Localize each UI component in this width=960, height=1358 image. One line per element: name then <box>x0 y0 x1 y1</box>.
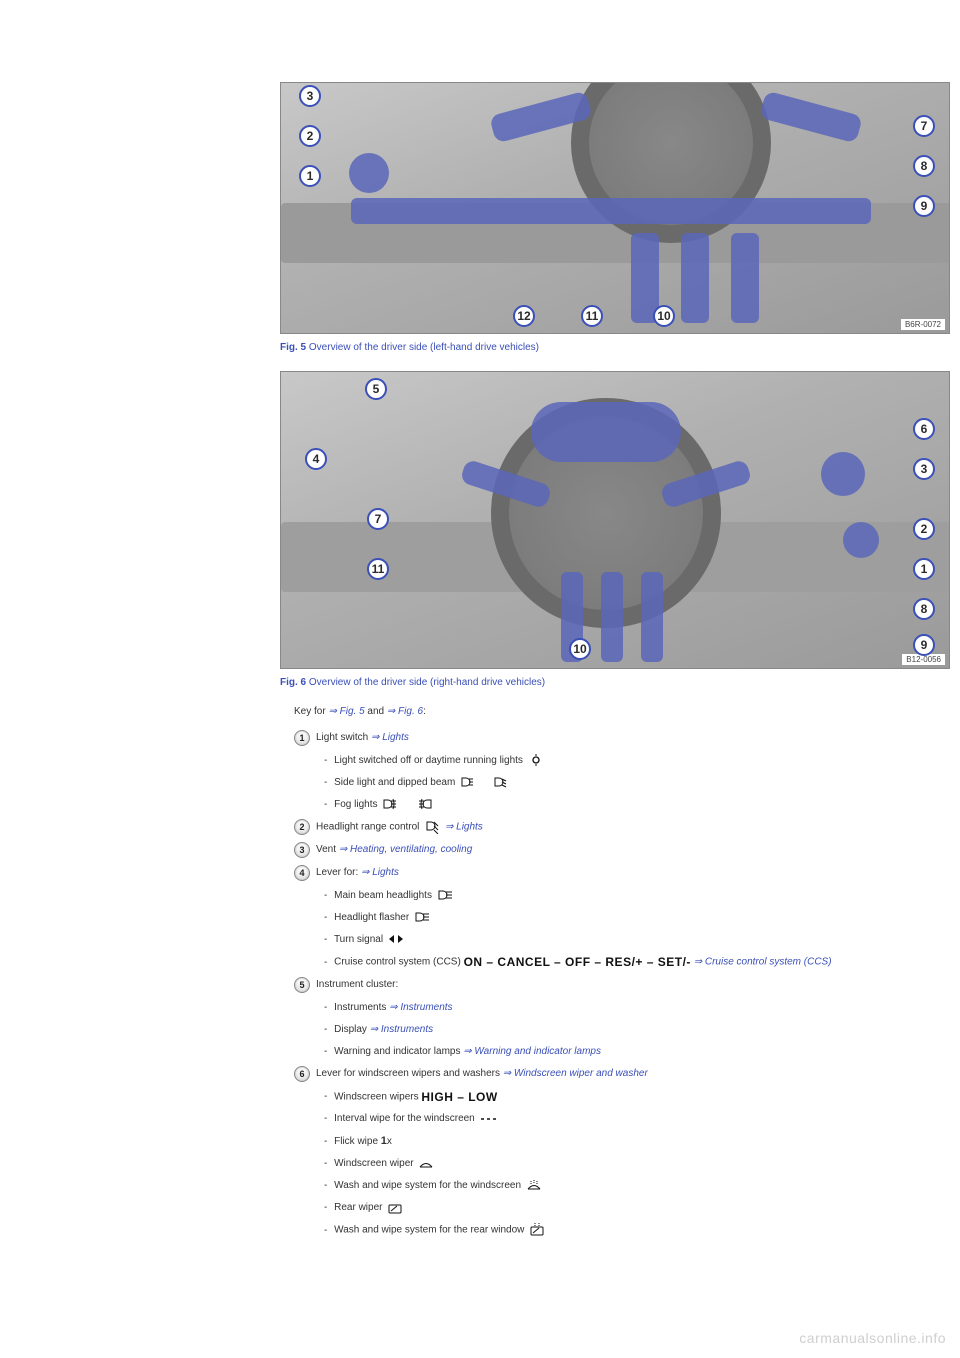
key-intro: Key for ⇒ Fig. 5 and ⇒ Fig. 6: <box>294 706 950 717</box>
sub-item: - Wash and wipe system for the rear wind… <box>324 1223 950 1238</box>
figure-6: B12-0056 5471163218910 <box>280 371 950 669</box>
item-number: 4 <box>294 865 310 881</box>
callout-3: 3 <box>299 85 321 107</box>
figure-6-label: Fig. 6 <box>280 677 306 688</box>
watermark: carmanualsonline.info <box>799 1330 946 1346</box>
sub-item: - Light switched off or daytime running … <box>324 754 950 768</box>
link[interactable]: ⇒ Instruments <box>389 1002 452 1013</box>
sub-item: - Flick wipe 1x <box>324 1134 950 1149</box>
callout-4: 4 <box>305 448 327 470</box>
sub-item: - Instruments ⇒ Instruments <box>324 1001 950 1015</box>
item-number: 6 <box>294 1066 310 1082</box>
figure-5-caption: Fig. 5 Overview of the driver side (left… <box>280 342 950 353</box>
figure-6-image: B12-0056 5471163218910 <box>280 371 950 669</box>
callout-5: 5 <box>365 378 387 400</box>
link[interactable]: ⇒ Heating, ventilating, cooling <box>339 844 472 855</box>
callout-10: 10 <box>653 305 675 327</box>
figure-5-label: Fig. 5 <box>280 342 306 353</box>
sub-item: - Windscreen wipers HIGH – LOW <box>324 1090 950 1105</box>
callout-8: 8 <box>913 598 935 620</box>
item-number: 3 <box>294 842 310 858</box>
callout-7: 7 <box>367 508 389 530</box>
key-item-5: 5Instrument cluster: <box>294 978 950 993</box>
callout-10: 10 <box>569 638 591 660</box>
callout-12: 12 <box>513 305 535 327</box>
figure-6-caption: Fig. 6 Overview of the driver side (righ… <box>280 677 950 688</box>
link[interactable]: ⇒ Warning and indicator lamps <box>463 1046 601 1057</box>
sub-item: - Side light and dipped beam <box>324 776 950 790</box>
callout-1: 1 <box>913 558 935 580</box>
callout-9: 9 <box>913 195 935 217</box>
link-fig5[interactable]: ⇒ Fig. 5 <box>328 706 364 717</box>
sub-item: - Display ⇒ Instruments <box>324 1023 950 1037</box>
callout-6: 6 <box>913 418 935 440</box>
key-item-3: 3Vent ⇒ Heating, ventilating, cooling <box>294 843 950 858</box>
link[interactable]: ⇒ Lights <box>371 732 409 743</box>
link[interactable]: ⇒ Instruments <box>370 1024 433 1035</box>
callout-2: 2 <box>913 518 935 540</box>
callout-8: 8 <box>913 155 935 177</box>
key-item-2: 2Headlight range control ⇒ Lights <box>294 820 950 835</box>
sub-item: - Turn signal <box>324 933 950 947</box>
callout-11: 11 <box>581 305 603 327</box>
callout-2: 2 <box>299 125 321 147</box>
item-number: 1 <box>294 730 310 746</box>
key-item-4: 4Lever for: ⇒ Lights <box>294 866 950 881</box>
sub-item: - Fog lights <box>324 798 950 812</box>
sub-item: - Main beam headlights <box>324 889 950 903</box>
figure-5: B6R-0072 3 2 1 7 8 9 12 11 10 <box>280 82 950 334</box>
link-fig6[interactable]: ⇒ Fig. 6 <box>387 706 423 717</box>
item-number: 2 <box>294 819 310 835</box>
callout-1: 1 <box>299 165 321 187</box>
sub-item: - Wash and wipe system for the windscree… <box>324 1179 950 1193</box>
callout-11: 11 <box>367 558 389 580</box>
key-item-1: 1Light switch ⇒ Lights <box>294 731 950 746</box>
callout-7: 7 <box>913 115 935 137</box>
link[interactable]: ⇒ Cruise control system (CCS) <box>694 957 832 968</box>
key-item-6: 6Lever for windscreen wipers and washers… <box>294 1067 950 1082</box>
link[interactable]: ⇒ Windscreen wiper and washer <box>503 1068 648 1079</box>
sub-item: - Rear wiper <box>324 1201 950 1215</box>
link[interactable]: ⇒ Lights <box>445 822 483 833</box>
sub-item: - Headlight flasher <box>324 911 950 925</box>
sub-item: - Interval wipe for the windscreen <box>324 1112 950 1126</box>
callout-9: 9 <box>913 634 935 656</box>
link[interactable]: ⇒ Lights <box>361 867 399 878</box>
figure-5-code: B6R-0072 <box>901 319 945 330</box>
sub-item: - Windscreen wiper <box>324 1157 950 1171</box>
sub-item: - Warning and indicator lamps ⇒ Warning … <box>324 1045 950 1059</box>
item-number: 5 <box>294 977 310 993</box>
figure-5-image: B6R-0072 3 2 1 7 8 9 12 11 10 <box>280 82 950 334</box>
sub-item: - Cruise control system (CCS) ON – CANCE… <box>324 955 950 970</box>
callout-3: 3 <box>913 458 935 480</box>
